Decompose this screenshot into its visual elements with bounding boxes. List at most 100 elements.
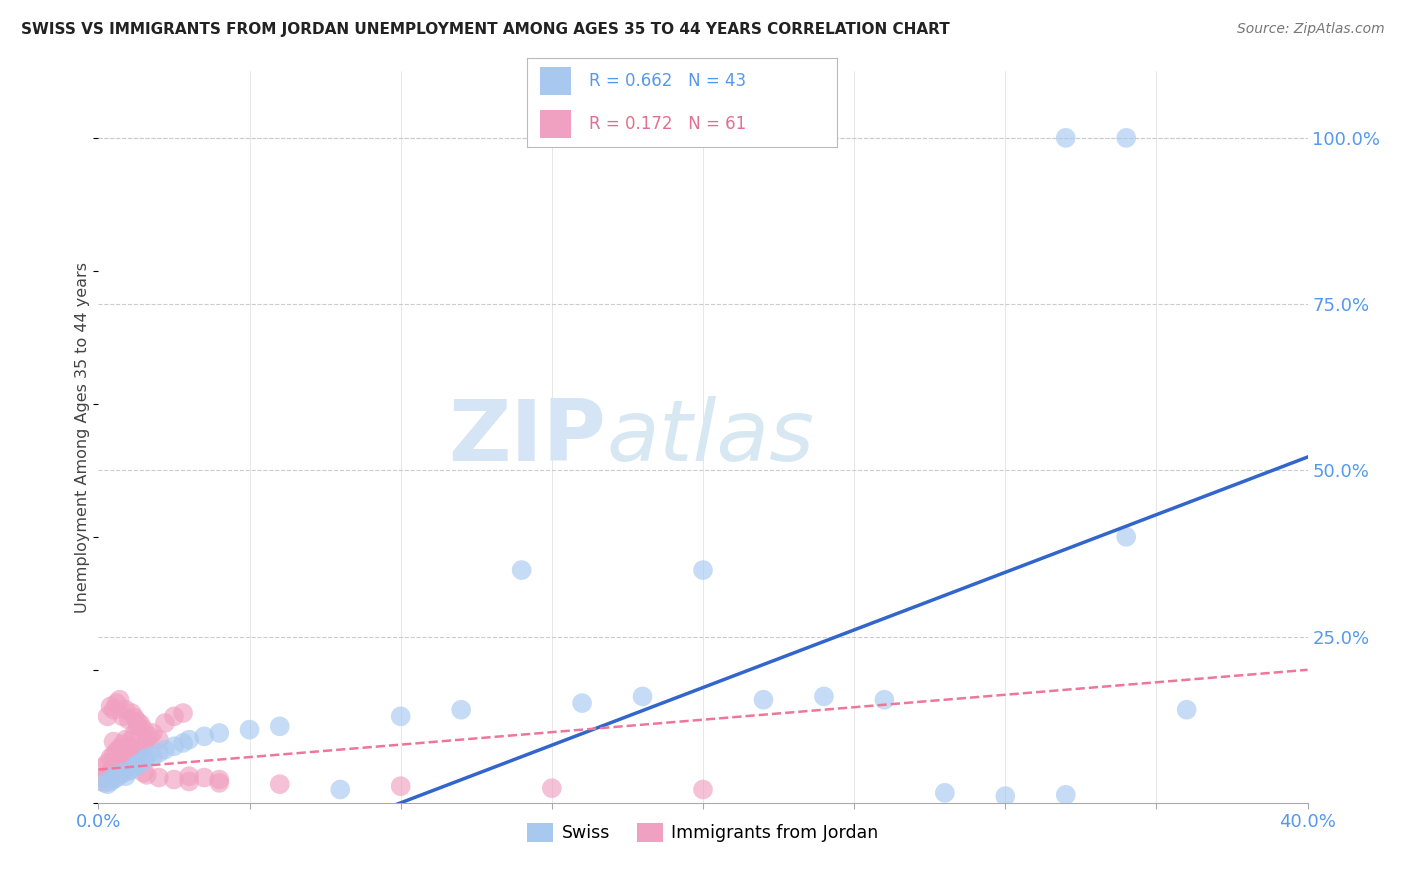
Point: [172, 706, 194, 720]
Point: [114, 732, 136, 747]
Point: [108, 741, 131, 756]
Point: [450, 703, 472, 717]
Point: [103, 734, 125, 748]
Point: [389, 779, 412, 793]
Point: [121, 763, 143, 777]
Point: [93, 759, 115, 773]
Point: [163, 772, 186, 787]
Point: [193, 771, 215, 785]
Point: [692, 563, 714, 577]
Point: [813, 690, 835, 704]
Point: [132, 765, 155, 780]
Point: [208, 726, 231, 740]
Point: [179, 774, 201, 789]
Point: [96, 756, 118, 770]
Legend: Swiss, Immigrants from Jordan: Swiss, Immigrants from Jordan: [520, 816, 886, 849]
Point: [153, 742, 176, 756]
Point: [873, 692, 896, 706]
Point: [111, 709, 134, 723]
Point: [193, 729, 215, 743]
Point: [96, 768, 118, 782]
Point: [124, 726, 146, 740]
Point: [124, 759, 146, 773]
Point: [163, 709, 186, 723]
Point: [389, 709, 412, 723]
Point: [540, 781, 562, 796]
Point: [100, 750, 122, 764]
Point: [269, 777, 291, 791]
Point: [114, 750, 136, 764]
Text: SWISS VS IMMIGRANTS FROM JORDAN UNEMPLOYMENT AMONG AGES 35 TO 44 YEARS CORRELATI: SWISS VS IMMIGRANTS FROM JORDAN UNEMPLOY…: [21, 22, 950, 37]
Point: [692, 782, 714, 797]
Point: [103, 703, 125, 717]
Point: [1115, 131, 1137, 145]
Point: [510, 563, 533, 577]
Point: [269, 719, 291, 733]
Point: [208, 772, 231, 787]
Point: [571, 696, 593, 710]
Text: ZIP: ZIP: [449, 395, 606, 479]
Point: [135, 768, 157, 782]
Point: [172, 736, 194, 750]
Point: [239, 723, 262, 737]
Point: [93, 771, 115, 785]
Point: [752, 692, 775, 706]
Point: [142, 749, 165, 764]
Point: [105, 771, 128, 785]
Point: [127, 746, 149, 760]
Point: [121, 706, 143, 720]
Point: [103, 769, 125, 783]
Point: [127, 757, 149, 772]
Point: [108, 755, 131, 769]
Text: Source: ZipAtlas.com: Source: ZipAtlas.com: [1237, 22, 1385, 37]
Point: [100, 774, 122, 789]
Point: [132, 753, 155, 767]
Point: [139, 729, 162, 743]
Point: [127, 719, 149, 733]
Point: [121, 753, 143, 767]
Point: [1175, 703, 1198, 717]
Point: [108, 692, 131, 706]
Point: [179, 769, 201, 783]
Point: [103, 747, 125, 762]
Point: [100, 699, 122, 714]
Point: [127, 714, 149, 729]
Point: [96, 777, 118, 791]
Point: [179, 732, 201, 747]
Point: [163, 739, 186, 754]
Point: [111, 765, 134, 780]
Point: [129, 717, 152, 731]
Point: [105, 696, 128, 710]
Point: [994, 789, 1017, 804]
Point: [96, 709, 118, 723]
Point: [121, 732, 143, 747]
Point: [111, 737, 134, 751]
Point: [108, 768, 131, 782]
Point: [135, 732, 157, 747]
Point: [124, 711, 146, 725]
Point: [105, 744, 128, 758]
Point: [114, 703, 136, 717]
Y-axis label: Unemployment Among Ages 35 to 44 years: Unemployment Among Ages 35 to 44 years: [75, 261, 90, 613]
Point: [129, 756, 152, 770]
Point: [153, 716, 176, 731]
Point: [124, 749, 146, 764]
Point: [103, 772, 125, 787]
Point: [934, 786, 956, 800]
Point: [103, 761, 125, 775]
Point: [148, 771, 170, 785]
Bar: [540, 110, 571, 138]
Point: [631, 690, 654, 704]
Point: [135, 750, 157, 764]
Point: [208, 776, 231, 790]
Point: [118, 739, 141, 754]
Text: atlas: atlas: [606, 395, 814, 479]
Point: [129, 742, 152, 756]
Point: [132, 723, 155, 737]
Point: [1054, 788, 1077, 802]
Point: [105, 757, 128, 772]
Point: [1115, 530, 1137, 544]
Point: [114, 769, 136, 783]
Text: R = 0.172   N = 61: R = 0.172 N = 61: [589, 115, 747, 133]
Point: [132, 739, 155, 754]
